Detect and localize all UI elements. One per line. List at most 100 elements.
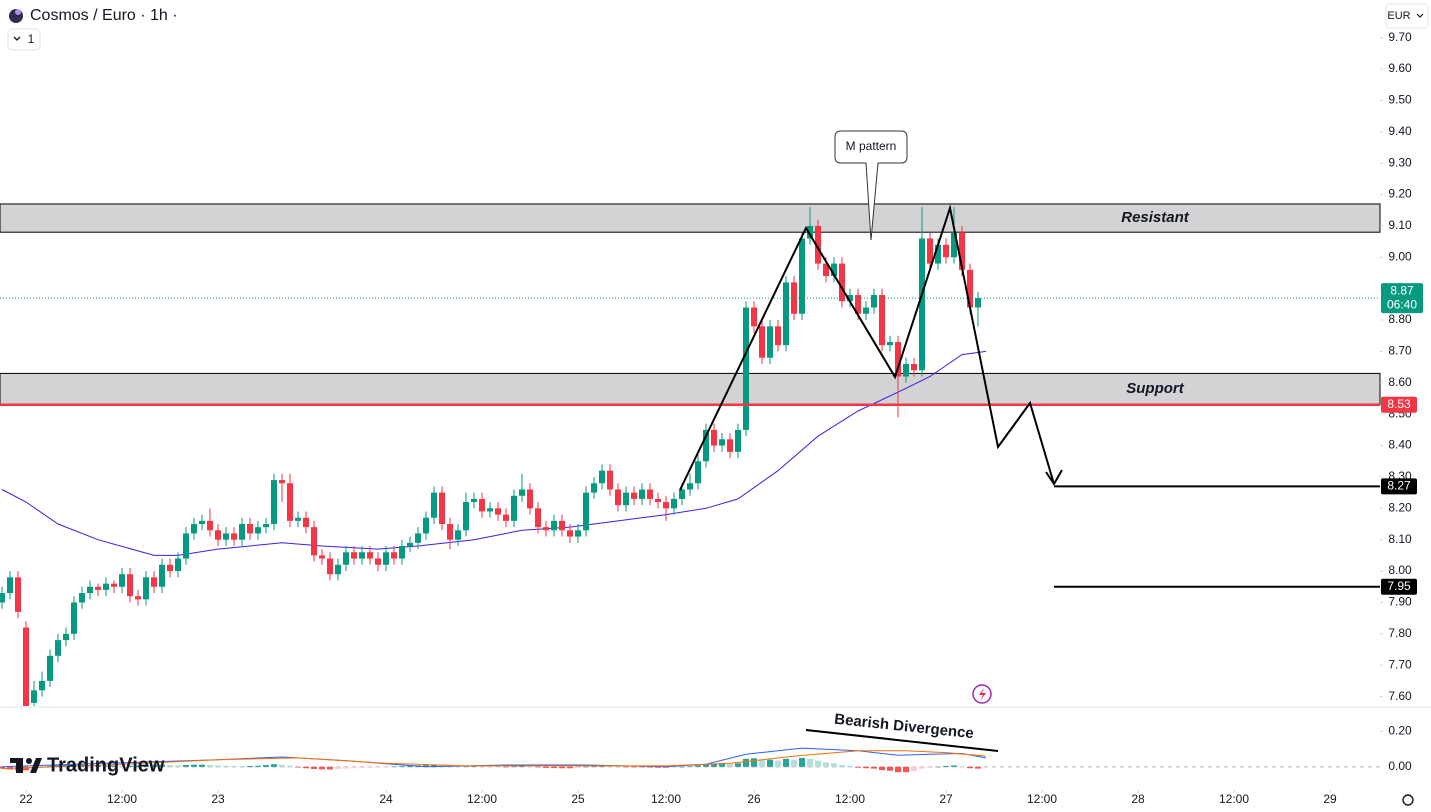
- candle-body: [527, 489, 533, 509]
- histogram-bar: [535, 766, 541, 768]
- candle-body: [7, 577, 13, 594]
- candle-body: [439, 492, 445, 525]
- histogram-bar: [927, 766, 933, 768]
- target-label: 7.95: [1387, 579, 1411, 593]
- arrow-head: [1045, 469, 1063, 486]
- histogram-bar: [271, 764, 277, 767]
- candle-body: [167, 564, 173, 572]
- histogram-bar: [879, 766, 885, 771]
- candle-body: [399, 545, 405, 559]
- candle-body: [87, 586, 93, 594]
- candle-body: [519, 489, 525, 496]
- candle-body: [927, 238, 933, 264]
- histogram-bar: [935, 766, 941, 768]
- brand-icon: [16, 758, 23, 773]
- candle-body: [199, 520, 205, 525]
- histogram-bar: [103, 765, 109, 767]
- settings-icon[interactable]: [1402, 794, 1414, 806]
- chevron-icon: [1416, 13, 1424, 18]
- histogram-bar: [55, 765, 61, 767]
- alert-icon-bolt: [979, 688, 986, 701]
- histogram-bar: [327, 766, 333, 770]
- candle-body: [815, 225, 821, 264]
- candle-body: [671, 498, 677, 509]
- currency-button[interactable]: [1385, 3, 1429, 29]
- histogram-bar: [823, 762, 829, 767]
- histogram-bar: [687, 766, 693, 767]
- x-tick-label: 25: [571, 792, 585, 806]
- histogram-bar: [679, 766, 685, 768]
- x-tick-label: 27: [939, 792, 953, 806]
- histogram-bar: [47, 765, 53, 767]
- candle-body: [551, 520, 557, 531]
- candle-body: [407, 542, 413, 546]
- interval-button[interactable]: [7, 28, 41, 51]
- histogram-bar: [487, 766, 493, 767]
- candle-body: [143, 577, 149, 600]
- histogram-bar: [727, 763, 733, 767]
- candle-body: [239, 524, 245, 540]
- histogram-bar: [239, 766, 245, 767]
- interval-label[interactable]: 1: [28, 32, 35, 46]
- candle-body: [191, 524, 197, 534]
- candle-body: [831, 263, 837, 277]
- histogram-bar: [647, 766, 653, 768]
- candle-body: [807, 225, 813, 239]
- histogram-bar: [799, 757, 805, 767]
- candle-body: [631, 492, 637, 499]
- histogram-bar: [975, 766, 981, 769]
- candle-body: [855, 294, 861, 314]
- candle-body: [0, 593, 5, 603]
- x-tick-label: 24: [379, 792, 393, 806]
- histogram-bar: [919, 766, 925, 769]
- candle-body: [607, 470, 613, 490]
- symbol-title[interactable]: Cosmos / Euro · 1h ·: [30, 7, 178, 24]
- histogram-bar: [551, 766, 557, 769]
- histogram-bar: [399, 766, 405, 767]
- candle-body: [823, 263, 829, 277]
- moving-average: [1, 350, 987, 556]
- candle-body: [303, 517, 309, 528]
- candle-body: [703, 429, 709, 462]
- histogram-bar: [247, 765, 253, 767]
- histogram-bar: [871, 766, 877, 769]
- candle-body: [415, 533, 421, 543]
- candle-body: [799, 238, 805, 314]
- candle-body: [55, 640, 61, 656]
- histogram-bar: [167, 765, 173, 767]
- candle-body: [887, 342, 893, 346]
- candle-body: [719, 439, 725, 446]
- histogram-bar: [711, 763, 717, 767]
- histogram-bar: [791, 759, 797, 767]
- histogram-bar: [903, 766, 909, 773]
- y-tick-label: 9.00: [1388, 249, 1412, 263]
- candle-body: [287, 483, 293, 521]
- histogram-bar: [751, 758, 757, 767]
- histogram-bar: [0, 766, 5, 769]
- candle-body: [727, 439, 733, 452]
- candle-body: [903, 363, 909, 377]
- currency-label[interactable]: EUR: [1387, 10, 1410, 22]
- candle-body: [639, 489, 645, 499]
- candle-body: [271, 480, 277, 525]
- candle-body: [919, 238, 925, 371]
- candle-body: [319, 555, 325, 559]
- price-pane: [0, 207, 1380, 706]
- candle-body: [79, 593, 85, 603]
- y-tick-label: 9.20: [1388, 187, 1412, 201]
- histogram-bar: [423, 765, 429, 767]
- countdown-label: 06:40: [1387, 297, 1417, 311]
- candle-body: [791, 282, 797, 314]
- y-tick-label: 7.60: [1388, 689, 1412, 703]
- x-tick-label: 28: [1131, 792, 1145, 806]
- x-tick-label: 12:00: [1027, 792, 1057, 806]
- candle-body: [655, 498, 661, 503]
- candle-body: [207, 520, 213, 531]
- histogram-bar: [895, 766, 901, 773]
- candle-body: [327, 558, 333, 575]
- y-tick-label: 0.00: [1388, 759, 1412, 773]
- candle-body: [951, 232, 957, 258]
- histogram-bar: [503, 766, 509, 768]
- histogram-bar: [623, 766, 629, 768]
